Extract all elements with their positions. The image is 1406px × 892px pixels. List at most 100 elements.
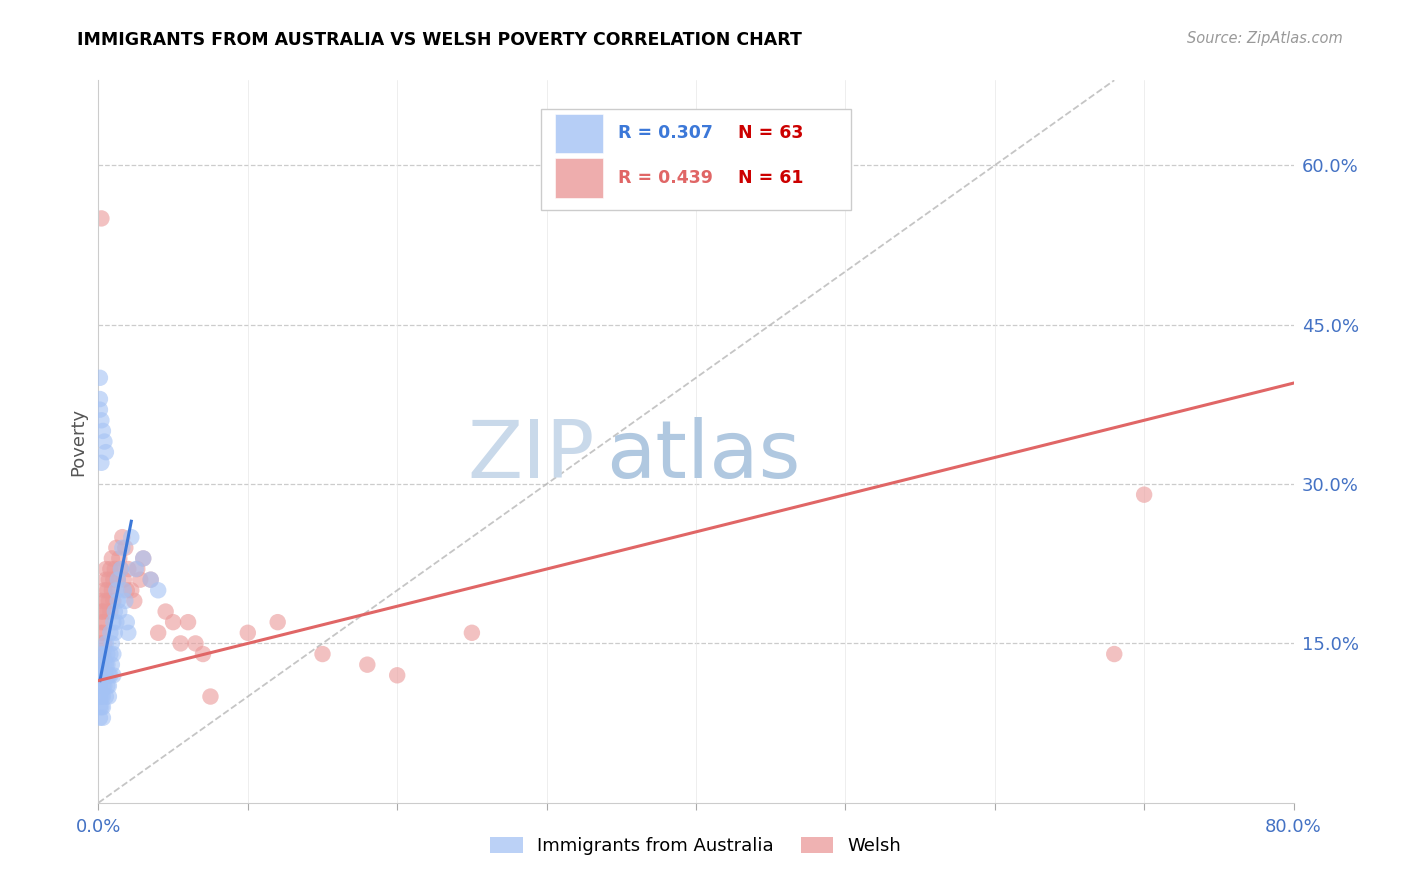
Point	[111, 541, 134, 555]
FancyBboxPatch shape	[555, 113, 603, 153]
Point	[93, 679, 115, 693]
Point	[114, 594, 136, 608]
Point	[311, 647, 333, 661]
Point	[96, 679, 118, 693]
Point	[236, 625, 259, 640]
Point	[91, 605, 114, 619]
Text: R = 0.307: R = 0.307	[619, 124, 713, 142]
Point	[129, 573, 152, 587]
Point	[103, 573, 125, 587]
Point	[169, 636, 191, 650]
Point	[96, 583, 118, 598]
Point	[89, 371, 111, 385]
Point	[89, 402, 111, 417]
Point	[90, 456, 112, 470]
Point	[94, 657, 117, 672]
Point	[108, 605, 131, 619]
Point	[89, 679, 111, 693]
Point	[101, 657, 124, 672]
Point	[108, 551, 131, 566]
Point	[91, 424, 114, 438]
Point	[117, 625, 139, 640]
Point	[98, 668, 122, 682]
Point	[120, 530, 142, 544]
Point	[177, 615, 200, 630]
Point	[89, 690, 111, 704]
Point	[90, 657, 112, 672]
Point	[103, 647, 125, 661]
Point	[184, 636, 207, 650]
Point	[139, 573, 162, 587]
Point	[90, 615, 112, 630]
Point	[90, 647, 112, 661]
Point	[94, 668, 117, 682]
Point	[1133, 488, 1156, 502]
Point	[103, 594, 125, 608]
Point	[117, 562, 139, 576]
Point	[91, 679, 114, 693]
Point	[148, 583, 170, 598]
Point	[103, 615, 125, 630]
Point	[89, 625, 111, 640]
Point	[93, 615, 115, 630]
Point	[98, 625, 122, 640]
Text: atlas: atlas	[606, 417, 800, 495]
Point	[98, 562, 122, 576]
Point	[94, 690, 117, 704]
Point	[267, 615, 290, 630]
Text: R = 0.439: R = 0.439	[619, 169, 713, 186]
Point	[91, 647, 114, 661]
Point	[461, 625, 484, 640]
Point	[93, 434, 115, 449]
Point	[94, 573, 117, 587]
Point	[94, 562, 117, 576]
Point	[97, 690, 120, 704]
Point	[93, 668, 115, 682]
Point	[91, 711, 114, 725]
Text: IMMIGRANTS FROM AUSTRALIA VS WELSH POVERTY CORRELATION CHART: IMMIGRANTS FROM AUSTRALIA VS WELSH POVER…	[77, 31, 803, 49]
Point	[107, 594, 129, 608]
Point	[104, 605, 127, 619]
Point	[91, 668, 114, 682]
Point	[101, 636, 124, 650]
Point	[132, 551, 155, 566]
Point	[96, 657, 118, 672]
Point	[111, 530, 134, 544]
Point	[91, 700, 114, 714]
Point	[89, 392, 111, 406]
Point	[101, 583, 124, 598]
Point	[356, 657, 378, 672]
Point	[105, 615, 128, 630]
Point	[110, 562, 132, 576]
Point	[93, 583, 115, 598]
Point	[110, 562, 132, 576]
Point	[91, 690, 114, 704]
Point	[90, 690, 112, 704]
Point	[90, 594, 112, 608]
Point	[132, 551, 155, 566]
Point	[98, 605, 122, 619]
Point	[97, 594, 120, 608]
Point	[200, 690, 222, 704]
Point	[98, 647, 122, 661]
Point	[90, 657, 112, 672]
Point	[115, 583, 138, 598]
Point	[105, 541, 128, 555]
Point	[94, 636, 117, 650]
Point	[89, 647, 111, 661]
Point	[97, 573, 120, 587]
Point	[107, 573, 129, 587]
Point	[104, 625, 127, 640]
Point	[105, 583, 128, 598]
Point	[148, 625, 170, 640]
Point	[120, 583, 142, 598]
Text: N = 61: N = 61	[738, 169, 803, 186]
FancyBboxPatch shape	[555, 158, 603, 198]
Point	[125, 562, 148, 576]
Point	[90, 605, 112, 619]
Point	[94, 594, 117, 608]
FancyBboxPatch shape	[541, 109, 852, 211]
Point	[112, 583, 135, 598]
Point	[103, 668, 125, 682]
Point	[89, 636, 111, 650]
